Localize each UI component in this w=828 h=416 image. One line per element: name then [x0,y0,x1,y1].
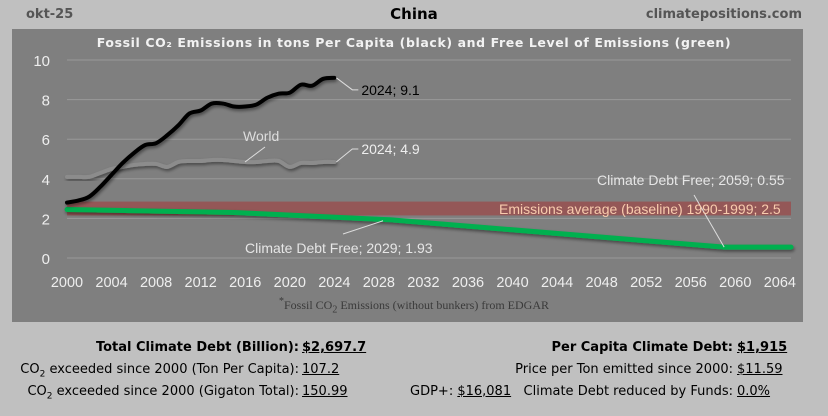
leader-line [336,148,359,163]
leader-line [336,77,359,91]
leader-line [342,220,384,235]
co2-gigaton-value: 150.99 [302,384,348,399]
y-tick-label: 4 [42,172,50,189]
total-debt-label: Total Climate Debt (Billion): [95,340,299,355]
co2-per-capita-value: 107.2 [302,362,339,377]
date-label: okt-25 [26,7,74,22]
per-capita-label: Per Capita Climate Debt: [551,340,733,355]
footnote-rest: Emissions (without bunkers) from EDGAR [337,298,549,312]
x-tick-label: 2032 [407,275,439,291]
footnote-star: * [278,296,284,307]
series-line-world [65,157,337,180]
co2-pc-rest: exceeded since 2000 (Ton Per Capita): [45,362,299,377]
funds-value: 0.0% [737,384,770,399]
x-tick-label: 2048 [586,275,618,291]
co2-sub: 2 [39,369,46,380]
price-amount: $11.59 [737,362,783,377]
gdp-value: $16,081 [457,384,512,399]
page-title: China [390,5,438,23]
series-line-climate-debt-free [64,206,794,250]
x-tick-label: 2000 [51,275,83,291]
world-end-label: 2024; 4.9 [361,141,420,157]
x-tick-label: 2008 [140,275,172,291]
chart-panel [12,29,803,322]
co2-pc-amount: 107.2 [302,362,340,377]
world-label: World [243,128,279,144]
series-line-china [65,75,337,205]
funds-label: Climate Debt reduced by Funds: [523,384,733,399]
x-tick-label: 2024 [318,275,350,291]
y-tick-label: 10 [33,53,50,70]
y-tick-label: 2 [42,211,50,228]
x-tick-label: 2028 [363,275,395,291]
leader-line [244,146,266,163]
total-debt-amount: $2,697.7 [302,340,367,355]
co2-gt-rest: exceeded since 2000 (Gigaton Total): [52,384,299,399]
gdp-label: GDP+: [410,384,454,399]
co2-gt-amount: 150.99 [302,384,348,399]
x-tick-label: 2044 [541,275,573,291]
x-tick-label: 2012 [185,275,217,291]
y-tick-label: 8 [42,93,50,110]
x-tick-label: 2064 [764,275,796,291]
co2-gigaton-label: CO2 exceeded since 2000 (Gigaton Total): [27,384,299,402]
x-tick-label: 2060 [719,275,751,291]
x-tick-label: 2004 [95,275,127,291]
funds-amount: 0.0% [737,384,771,399]
y-tick-label: 6 [42,132,50,149]
y-tick-label: 0 [42,251,50,268]
x-tick-label: 2040 [496,275,528,291]
china-end-label: 2024; 9.1 [361,82,420,98]
chart-footnote: *Fossil CO2 Emissions (without bunkers) … [0,296,828,315]
climate-debt-free-2059-label: Climate Debt Free; 2059; 0.55 [597,172,785,188]
price-label: Price per Ton emitted since 2000: [515,362,733,377]
co2-sub: 2 [46,391,53,402]
emissions-chart: 2024; 9.1 2024; 4.9 World Climate Debt Free… [33,53,796,291]
per-capita-amount: $1,915 [737,340,788,355]
co2-per-capita-label: CO2 exceeded since 2000 (Ton Per Capita)… [20,362,299,380]
footnote-text: Fossil CO [283,298,333,312]
x-tick-label: 2056 [675,275,707,291]
total-debt-value: $2,697.7 [302,340,366,355]
climate-debt-free-2029-label: Climate Debt Free; 2029; 1.93 [245,240,433,256]
x-tick-label: 2052 [630,275,662,291]
site-link[interactable]: climatepositions.com [645,7,802,22]
gdp-stat: GDP+: $16,081 [410,384,511,399]
leader-line [693,194,725,248]
x-tick-label: 2020 [274,275,306,291]
co2-text: CO [20,362,40,377]
x-tick-label: 2036 [452,275,484,291]
co2-text: CO [27,384,47,399]
x-tick-label: 2016 [229,275,261,291]
chart-title: Fossil CO₂ Emissions in tons Per Capita … [96,35,732,50]
per-capita-value: $1,915 [737,340,787,355]
price-value: $11.59 [737,362,783,377]
baseline-label: Emissions average (baseline) 1990-1999; … [499,201,781,217]
footnote-sub: 2 [332,304,338,316]
